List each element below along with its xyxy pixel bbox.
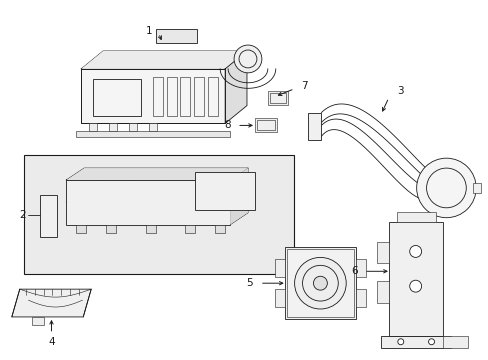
Bar xyxy=(355,260,366,277)
Bar xyxy=(40,195,57,237)
Bar xyxy=(145,225,155,233)
Bar xyxy=(396,212,435,222)
Polygon shape xyxy=(66,168,247,180)
Bar xyxy=(76,131,230,137)
Bar xyxy=(472,183,480,193)
Circle shape xyxy=(416,158,475,218)
Bar xyxy=(148,123,156,131)
Text: 2: 2 xyxy=(20,210,26,220)
Circle shape xyxy=(427,339,434,345)
Bar xyxy=(155,29,197,43)
Polygon shape xyxy=(12,289,91,317)
Bar xyxy=(81,69,224,123)
Bar xyxy=(355,289,366,307)
Circle shape xyxy=(397,339,403,345)
Bar xyxy=(274,260,284,277)
Bar xyxy=(185,225,195,233)
Circle shape xyxy=(409,246,421,257)
Circle shape xyxy=(234,45,262,73)
Text: 4: 4 xyxy=(48,337,55,347)
Bar xyxy=(76,225,86,233)
Bar xyxy=(388,222,443,336)
Text: 3: 3 xyxy=(396,86,403,96)
Text: 6: 6 xyxy=(350,266,357,276)
Circle shape xyxy=(313,276,326,290)
Bar xyxy=(376,242,388,264)
Polygon shape xyxy=(230,168,247,225)
Circle shape xyxy=(294,257,346,309)
Polygon shape xyxy=(443,336,468,348)
Bar xyxy=(89,123,97,131)
Bar xyxy=(376,281,388,303)
Bar xyxy=(66,180,230,225)
Bar xyxy=(256,121,274,130)
Bar xyxy=(81,69,224,123)
Bar xyxy=(194,77,204,116)
Bar xyxy=(208,77,218,116)
Bar xyxy=(24,155,293,274)
Bar xyxy=(106,225,116,233)
Bar xyxy=(254,118,276,132)
Text: 5: 5 xyxy=(246,278,253,288)
Bar xyxy=(109,123,117,131)
Text: 1: 1 xyxy=(145,26,152,36)
Circle shape xyxy=(409,280,421,292)
Bar xyxy=(284,247,355,319)
Bar xyxy=(93,79,141,117)
Bar xyxy=(215,225,224,233)
Bar xyxy=(195,172,254,210)
Text: 7: 7 xyxy=(301,81,307,91)
Bar xyxy=(267,91,287,105)
Polygon shape xyxy=(224,51,246,123)
Bar xyxy=(274,289,284,307)
Bar xyxy=(129,123,137,131)
Bar xyxy=(307,113,321,140)
Bar xyxy=(286,249,353,317)
Polygon shape xyxy=(81,51,246,69)
Bar xyxy=(166,77,176,116)
Bar xyxy=(32,317,43,325)
Text: 8: 8 xyxy=(224,121,230,130)
Bar xyxy=(380,336,450,348)
Bar xyxy=(180,77,190,116)
Bar xyxy=(269,93,285,103)
Bar xyxy=(152,77,163,116)
